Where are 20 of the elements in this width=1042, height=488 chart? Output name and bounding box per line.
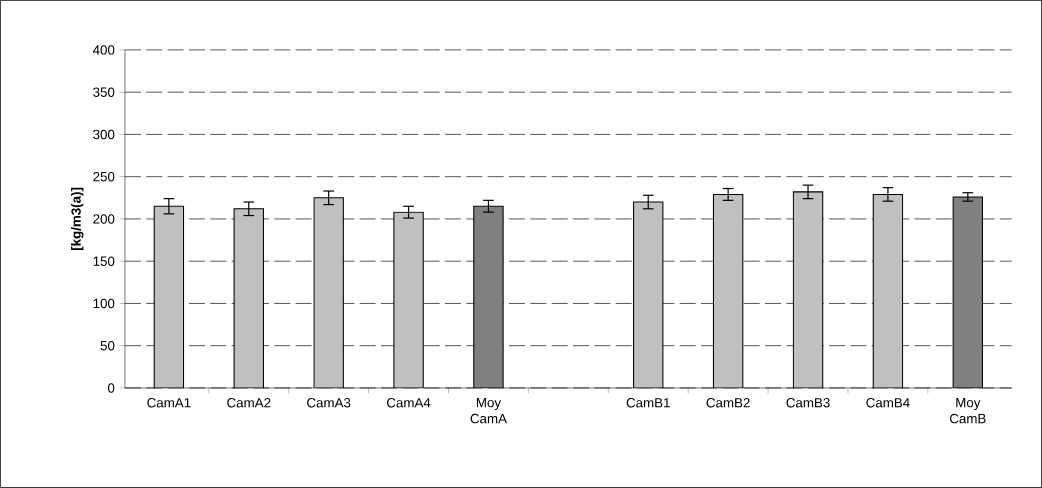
y-tick-label: 0 xyxy=(108,383,115,393)
x-tick-label: CamA4 xyxy=(387,398,431,408)
y-tick-label: 300 xyxy=(93,129,115,140)
x-tick-label: Moy CamB xyxy=(949,398,986,424)
x-tick-label: CamB1 xyxy=(626,398,670,408)
y-tick-label: 200 xyxy=(93,214,115,224)
y-tick-label: 400 xyxy=(92,45,115,55)
x-tick-label: CamB3 xyxy=(786,398,830,408)
x-tick-label: CamA1 xyxy=(147,398,191,408)
x-tick-label: CamA2 xyxy=(227,398,271,408)
y-tick-label: 100 xyxy=(93,298,115,309)
x-tick-label: Moy CamA xyxy=(470,398,507,424)
y-tick-label: 250 xyxy=(93,172,115,182)
x-tick-label: CamA3 xyxy=(307,398,351,408)
y-axis-title: [kg/m3(a)] xyxy=(71,187,84,251)
x-tick-label: CamB2 xyxy=(706,398,750,408)
x-tick-label: CamB4 xyxy=(866,398,910,408)
y-tick-label: 150 xyxy=(93,256,115,266)
y-tick-label: 350 xyxy=(93,87,115,97)
y-tick-label: 50 xyxy=(100,341,115,351)
